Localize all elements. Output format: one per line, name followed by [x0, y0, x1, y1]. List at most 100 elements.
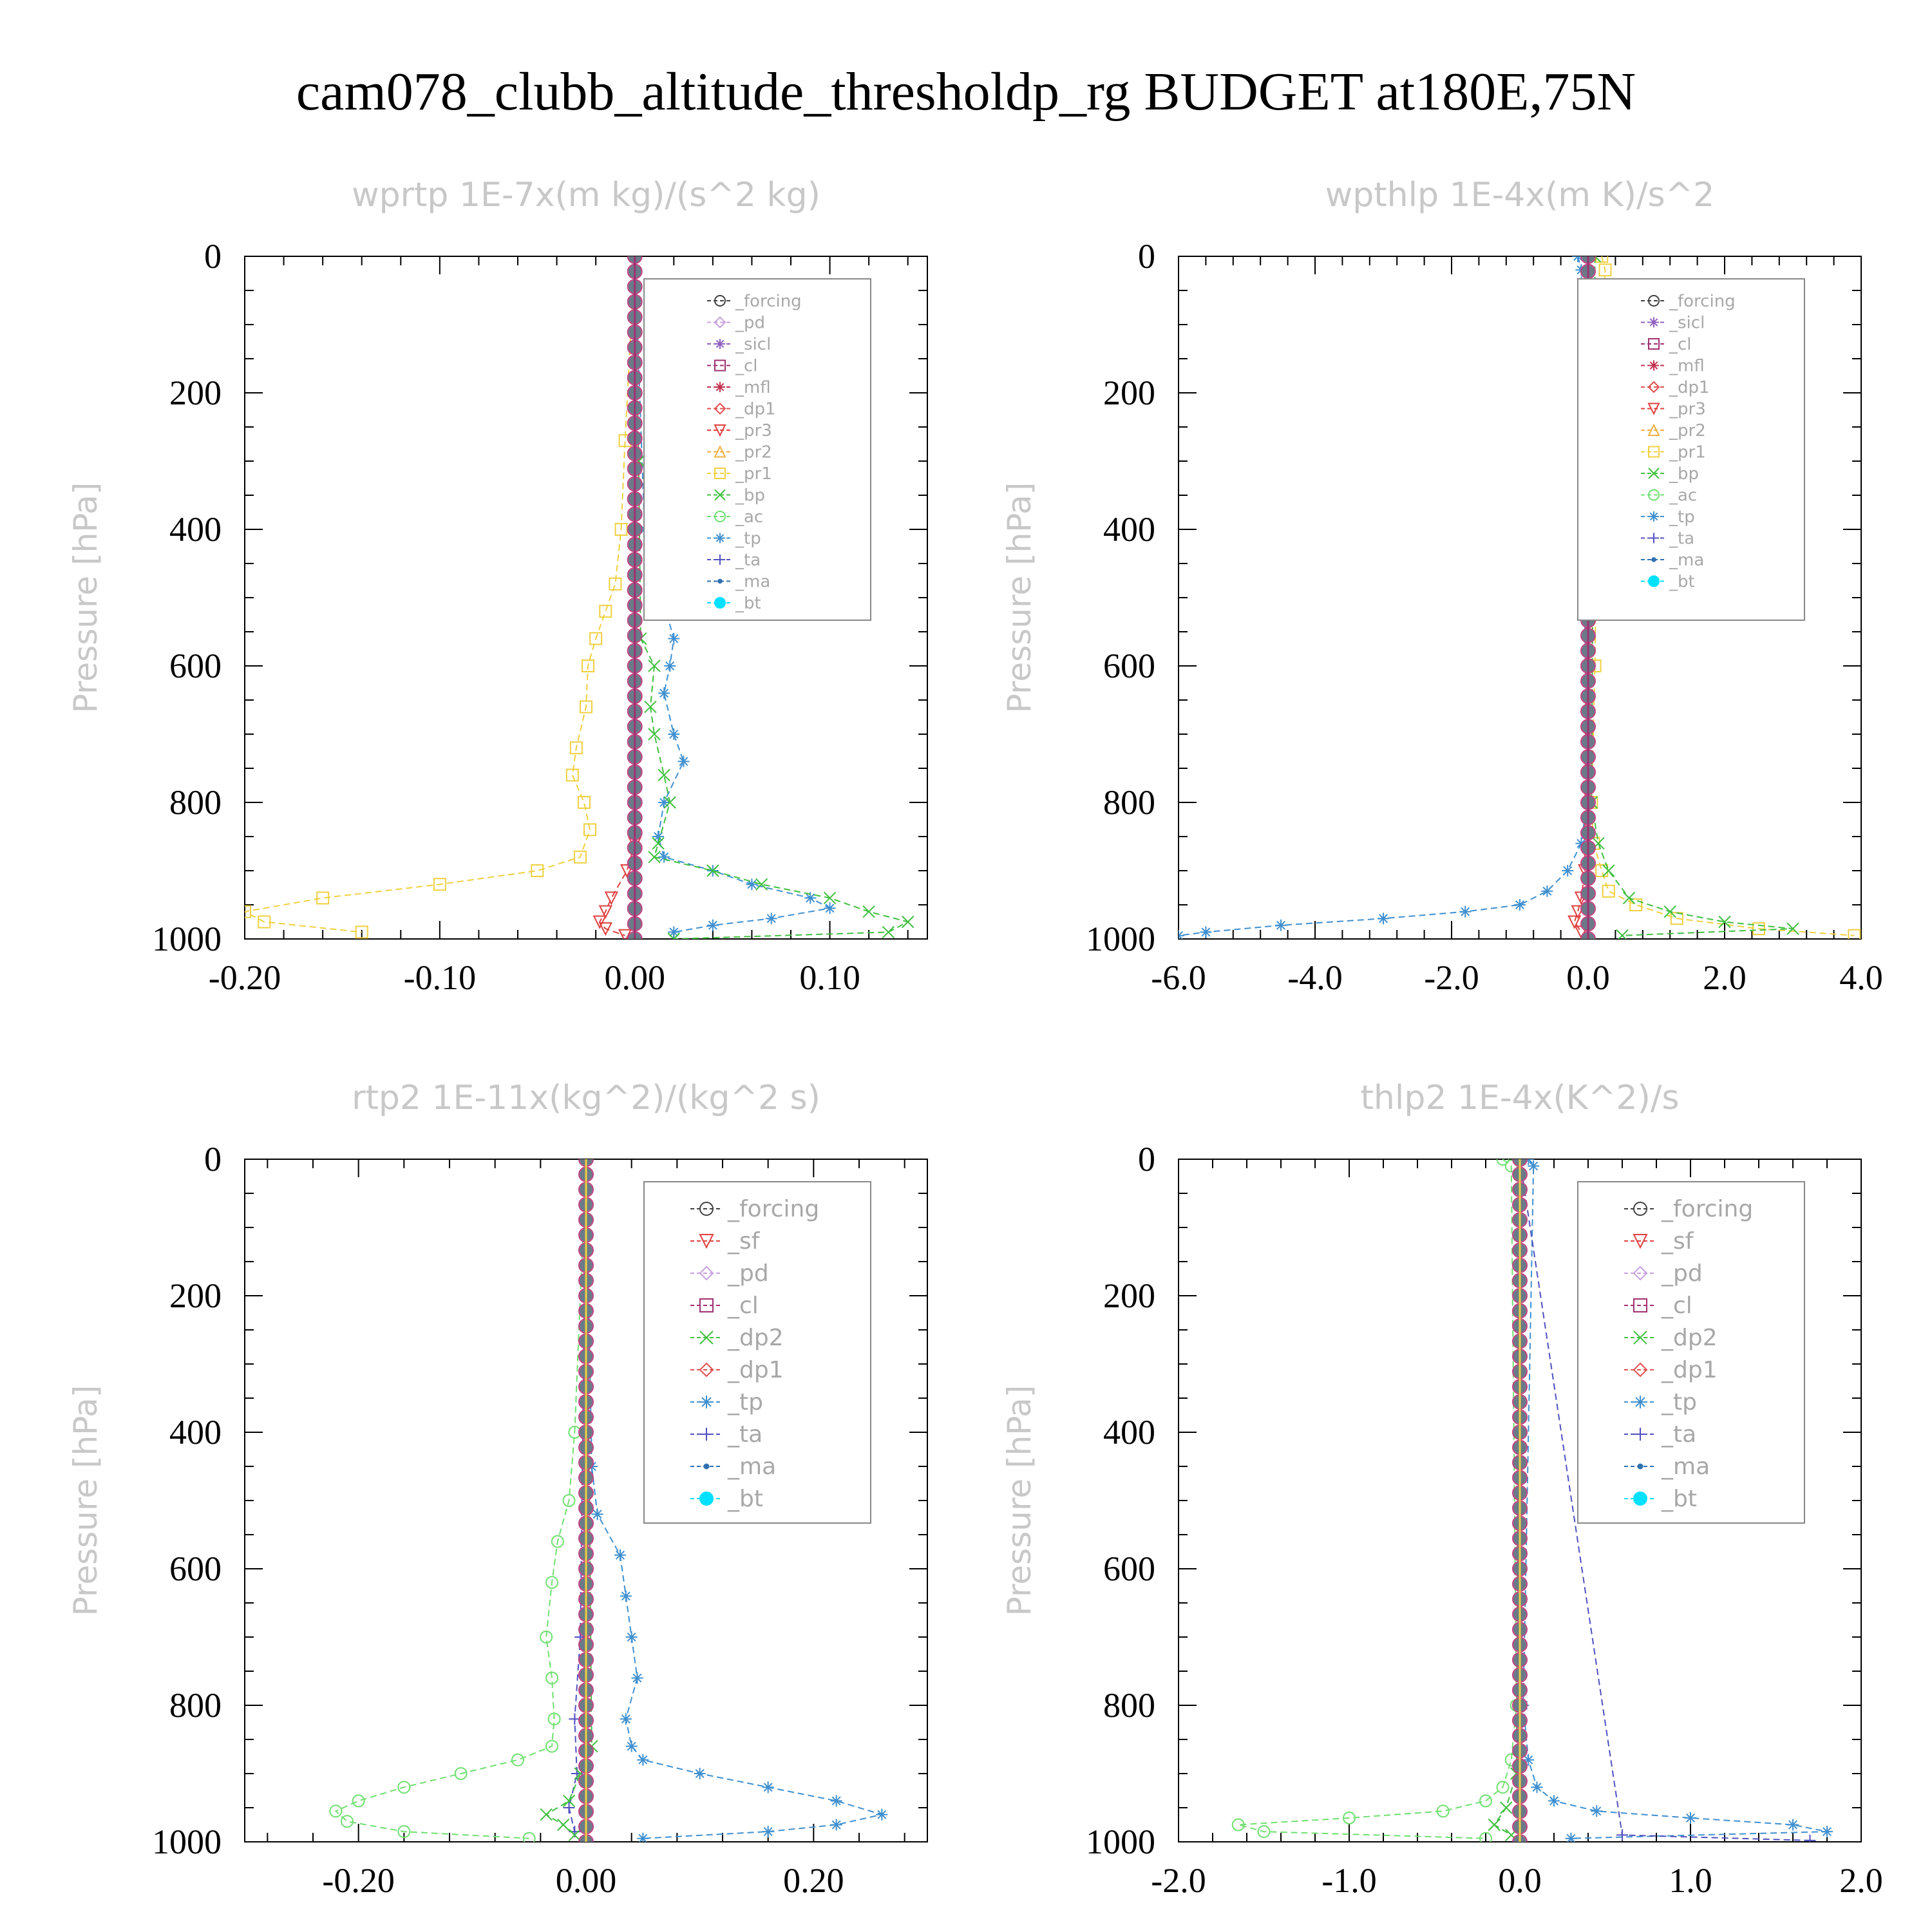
- legend-item: _dp1: [707, 400, 776, 419]
- legend-label: _ma: [727, 1454, 776, 1480]
- x-tick-label: -2.0: [1424, 958, 1479, 997]
- legend-label: _ta: [735, 551, 761, 570]
- data-point: [1804, 1834, 1816, 1842]
- legend-marker: [1634, 1428, 1647, 1441]
- data-point: [598, 905, 612, 919]
- data-point: [598, 922, 612, 936]
- y-tick-label: 0: [1138, 237, 1155, 276]
- legend-item: _bt: [690, 1486, 763, 1512]
- legend-marker: [1648, 489, 1660, 501]
- data-point: [824, 902, 836, 914]
- panel-1: wprtp 1E-7x(m kg)/(s^2 kg) Pressure [hPa]…: [67, 176, 928, 997]
- legend-item: _pd: [1624, 1260, 1703, 1287]
- data-point: [902, 915, 914, 929]
- legend-marker: [700, 1396, 713, 1408]
- data-point: [591, 1508, 603, 1520]
- legend-item: _ta: [1624, 1421, 1696, 1448]
- data-point: [1531, 1781, 1543, 1794]
- panel-title: wpthlp 1E-4x(m K)/s^2: [1325, 176, 1715, 214]
- data-point: [545, 1671, 558, 1685]
- data-point: [1479, 1832, 1492, 1842]
- data-point: [620, 1713, 632, 1725]
- data-point: [1541, 885, 1553, 897]
- legend-marker: [715, 554, 725, 565]
- data-point: [663, 796, 676, 809]
- legend-label: _pd: [735, 314, 765, 333]
- data-point: [830, 1819, 842, 1831]
- y-tick-label: 200: [169, 1276, 222, 1315]
- data-point: [580, 700, 592, 714]
- data-point: [563, 1802, 575, 1814]
- legend-label: _sf: [1661, 1228, 1694, 1255]
- data-point: [668, 728, 680, 740]
- data-point: [397, 1825, 411, 1839]
- legend-item: _pr3: [1641, 400, 1706, 419]
- data-point: [644, 700, 657, 714]
- series-line-ac: [1238, 1159, 1517, 1839]
- y-tick-label: 1000: [1086, 920, 1155, 958]
- legend-label: _tp: [1669, 507, 1695, 527]
- legend-label: _pd: [727, 1260, 769, 1287]
- data-point: [583, 823, 597, 837]
- legend-label: _dp1: [1669, 378, 1710, 397]
- legend-marker: [1633, 1265, 1648, 1281]
- data-point: [1562, 865, 1574, 876]
- legend-marker: [1637, 1463, 1643, 1470]
- data-point: [329, 1804, 343, 1818]
- data-point: [668, 632, 680, 645]
- data-point: [668, 926, 680, 938]
- data-point: [1616, 1829, 1628, 1841]
- data-point: [830, 1795, 842, 1807]
- legend-marker: [699, 1202, 714, 1216]
- legend-item: _ac: [1641, 486, 1697, 506]
- legend-item: _mfl: [707, 378, 771, 397]
- data-point: [1718, 915, 1731, 929]
- data-point: [1591, 1805, 1603, 1817]
- legend-item: _pr2: [1641, 421, 1706, 440]
- legend-item: _bt: [707, 594, 761, 613]
- legend-label: _pd: [1661, 1260, 1703, 1287]
- data-point: [882, 925, 895, 939]
- data-point: [658, 851, 670, 863]
- legend-marker: [714, 402, 726, 415]
- data-point: [658, 797, 670, 808]
- y-tick-label: 400: [169, 510, 222, 549]
- data-point: [804, 892, 817, 904]
- legend-item: _ta: [707, 551, 761, 570]
- data-point: [545, 1576, 558, 1589]
- legend-label: _tp: [1661, 1389, 1697, 1416]
- panel-4: thlp2 1E-4x(K^2)/s Pressure [hPa] 0 200 400 6…: [1001, 1079, 1883, 1900]
- data-point: [652, 837, 665, 850]
- data-point: [1514, 899, 1526, 911]
- data-point: [569, 741, 583, 755]
- legend-item: _bp: [1641, 464, 1699, 484]
- legend-box: [643, 1181, 871, 1524]
- legend-label: _pr3: [735, 421, 772, 440]
- legend-label: _tp: [727, 1389, 763, 1416]
- data-point: [1595, 256, 1609, 263]
- legend-marker: [699, 1362, 714, 1378]
- legend-marker: [1648, 468, 1660, 479]
- legend: _forcing _sf _pd _cl _dp2 _dp1 _tp _ta _ma _bt: [643, 1181, 871, 1524]
- legend-label: _tp: [735, 529, 761, 549]
- data-point: [511, 1753, 524, 1766]
- data-point: [620, 864, 634, 878]
- data-point: [1602, 864, 1615, 877]
- panel-title: rtp2 1E-11x(kg^2)/(kg^2 s): [352, 1079, 820, 1117]
- legend-item: _cl: [1641, 335, 1692, 354]
- legend-item: _dp1: [690, 1357, 784, 1383]
- legend-label: _pr1: [1669, 443, 1706, 462]
- legend-marker: [1647, 402, 1660, 415]
- data-point: [706, 864, 719, 877]
- data-point: [540, 1631, 553, 1643]
- data-point: [1787, 1819, 1799, 1831]
- legend-item: _dp2: [1624, 1325, 1718, 1351]
- legend-item: _mfl: [1641, 357, 1705, 376]
- data-point: [1231, 1818, 1245, 1832]
- legend-marker: [1648, 338, 1660, 350]
- legend-marker: [714, 489, 726, 501]
- legend-marker: [714, 424, 726, 437]
- data-point: [599, 605, 612, 618]
- legend-marker: [715, 533, 725, 544]
- data-point: [589, 632, 603, 645]
